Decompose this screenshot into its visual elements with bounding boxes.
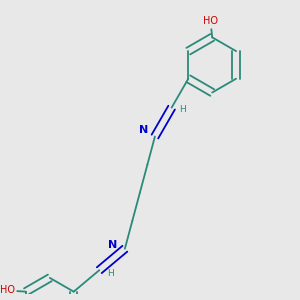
Text: H: H [179,105,186,114]
Text: N: N [139,125,148,135]
Text: H: H [107,268,114,278]
Text: N: N [108,240,117,250]
Text: HO: HO [203,16,218,26]
Text: HO: HO [0,285,15,295]
